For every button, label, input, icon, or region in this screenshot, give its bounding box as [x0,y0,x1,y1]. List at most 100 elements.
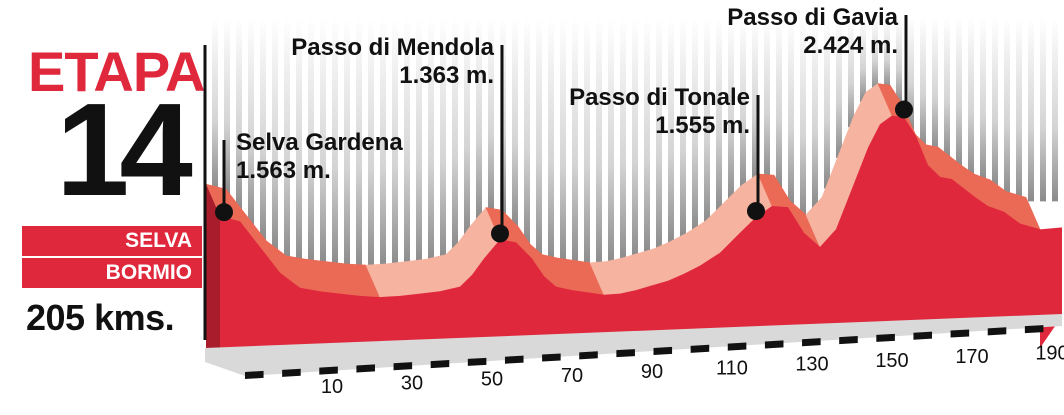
pass-marker [747,202,765,221]
sky-stripe [1028,18,1034,202]
distance-marker-square [542,353,561,362]
distance-marker-square [913,331,933,340]
distance-marker-square [727,342,747,351]
distance-marker-square [1024,325,1044,334]
sky-stripe [824,18,830,189]
sky-stripe [848,18,854,128]
sky-stripe [740,18,746,189]
sky-stripe [644,18,650,255]
sky-stripe [752,18,758,181]
sky-stripes [212,18,1058,269]
sky-stripe [404,18,410,266]
sky-stripe [476,18,482,220]
sky-stripe [344,18,350,268]
sky-stripe [956,18,962,168]
sky-stripe [392,18,398,267]
stage-distance: 205 kms. [26,297,175,338]
sky-stripe [800,18,806,217]
distance-marker-square [839,336,858,345]
sky-stripe [356,18,362,269]
pass-altitude-label: 1.563 m. [236,157,331,184]
sky-stripe [308,18,314,264]
sky-stripe [728,18,734,200]
sky-stripe [1052,18,1058,202]
distance-tick-label: 150 [875,350,908,372]
sky-stripe [224,18,230,195]
distance-marker-square [245,370,264,379]
sky-stripe [440,18,446,260]
distance-tick-label: 110 [716,357,748,379]
distance-tick-label: 50 [481,369,503,391]
distance-tick-label: 70 [561,365,583,387]
sky-stripe [332,18,338,267]
sky-stripe [248,18,254,226]
sky-stripe [1004,18,1010,196]
pass-altitude-label: 2.424 m. [803,32,898,59]
sky-stripe [596,18,602,267]
sky-stripe [284,18,290,260]
pass-name-label: Passo di Tonale [569,84,750,111]
distance-marker-square [690,344,710,353]
sky-stripe [584,18,590,267]
distance-marker-square [653,346,673,355]
sky-stripe [836,18,842,158]
sky-stripe [680,18,686,240]
stage-number: 14 [56,76,193,223]
distance-tick-label: 130 [795,354,828,376]
distance-marker-square [467,357,487,366]
sky-stripe [908,18,914,130]
sky-stripe [704,18,710,224]
sky-stripe [380,18,386,269]
distance-marker-square [579,351,598,360]
sky-stripe [272,18,278,252]
sky-stripe [920,18,926,146]
sky-stripe [452,18,458,250]
distance-marker-square [876,333,895,342]
sky-stripe [812,18,818,210]
distance-marker-square [430,360,450,369]
sky-stripe [944,18,950,159]
distance-marker-square [319,366,338,375]
sky-stripe [620,18,626,262]
pass-name-label: Passo di Gavia [727,4,898,31]
pass-marker [491,224,509,243]
sky-stripe [860,18,866,103]
sky-stripe [980,18,986,182]
sky-stripe [932,18,938,151]
distance-marker-square [950,329,970,338]
sky-stripe [764,18,770,179]
sky-stripe [320,18,326,266]
sky-stripe [776,18,782,188]
sky-stripe [428,18,434,263]
sky-stripe [260,18,266,241]
finish-banner: BORMIO [22,258,202,288]
distance-tick-label: 30 [401,372,423,394]
sky-stripe [872,18,878,90]
pass-marker [215,203,233,222]
sky-stripe [992,18,998,188]
sky-stripe [716,18,722,212]
sky-stripe [668,18,674,246]
profile-side-face [206,184,220,352]
sky-stripe [656,18,662,251]
sky-stripe [788,18,794,206]
pass-name-label: Selva Gardena [236,129,403,156]
sky-stripe [236,18,242,210]
distance-tick-label: 90 [641,361,663,383]
sky-stripe [1040,18,1046,202]
distance-axis: 10 30 50 70 90 110 130 150 170 190 [205,314,1064,398]
distance-marker-square [987,327,1007,336]
stage-title: ETAPA [28,40,205,103]
profile-front [220,115,1062,352]
sky-stripe [296,18,302,263]
sky-stripe [212,18,218,191]
pass-marker [895,100,913,119]
sky-stripe [692,18,698,232]
distance-tick-label: 190 [1035,342,1064,364]
distance-marker-square [802,338,821,347]
distance-marker-square [616,349,635,358]
sky-stripe [524,18,530,244]
distance-marker-square [764,340,784,349]
sky-stripe [536,18,542,256]
sky-stripe [884,18,890,89]
